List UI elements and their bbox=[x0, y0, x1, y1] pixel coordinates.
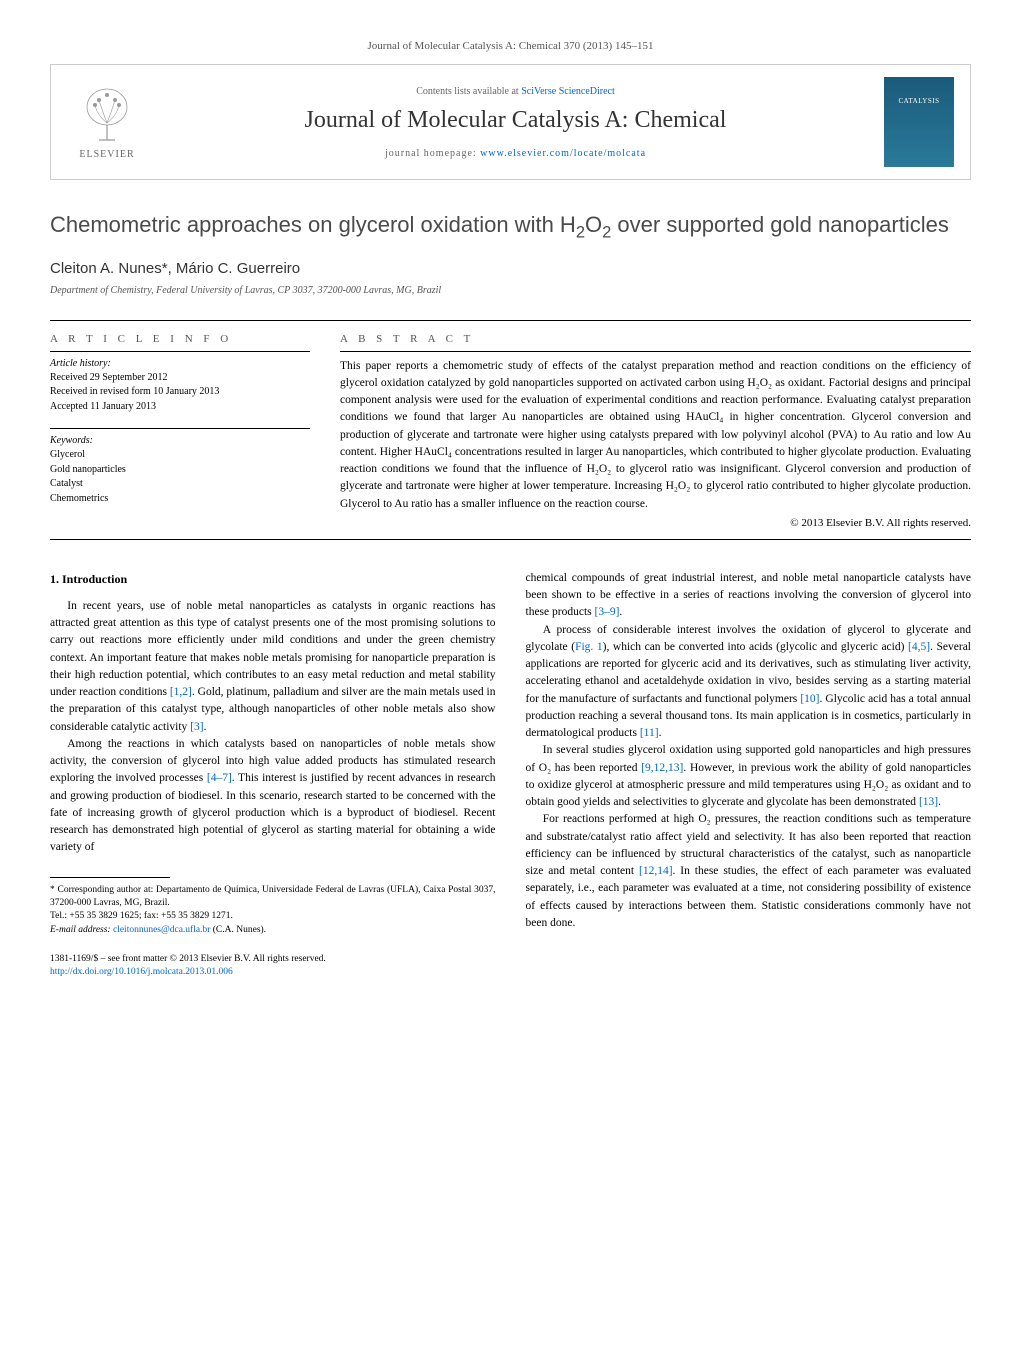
elsevier-label: ELSEVIER bbox=[79, 149, 134, 160]
cover-label: CATALYSIS bbox=[899, 97, 940, 105]
page: Journal of Molecular Catalysis A: Chemic… bbox=[0, 0, 1021, 1019]
info-abstract-row: A R T I C L E I N F O Article history: R… bbox=[50, 325, 971, 529]
divider-top bbox=[50, 320, 971, 321]
doi-link[interactable]: http://dx.doi.org/10.1016/j.molcata.2013… bbox=[50, 967, 233, 977]
header-center: Contents lists available at SciVerse Sci… bbox=[163, 86, 868, 159]
homepage-prefix: journal homepage: bbox=[385, 148, 480, 159]
keyword-1: Glycerol bbox=[50, 448, 310, 463]
cite-1-2[interactable]: [1,2] bbox=[170, 686, 192, 698]
history-revised: Received in revised form 10 January 2013 bbox=[50, 385, 310, 400]
author-sep: , bbox=[168, 260, 176, 277]
elsevier-tree-icon bbox=[77, 85, 137, 145]
cite-3[interactable]: [3] bbox=[190, 721, 203, 733]
cite-13[interactable]: [13] bbox=[919, 796, 938, 808]
article-history: Article history: Received 29 September 2… bbox=[50, 351, 310, 415]
title-post: over supported gold nanoparticles bbox=[611, 212, 949, 237]
abstract-label: A B S T R A C T bbox=[340, 325, 971, 351]
sciencedirect-link[interactable]: SciVerse ScienceDirect bbox=[521, 86, 615, 97]
footer-block: 1381-1169/$ – see front matter © 2013 El… bbox=[50, 953, 496, 980]
homepage-line: journal homepage: www.elsevier.com/locat… bbox=[163, 148, 868, 159]
author-2: Mário C. Guerreiro bbox=[176, 260, 300, 277]
journal-title: Journal of Molecular Catalysis A: Chemic… bbox=[163, 107, 868, 134]
p3b: . bbox=[619, 606, 622, 618]
contents-prefix: Contents lists available at bbox=[416, 86, 521, 97]
body-columns: 1. Introduction In recent years, use of … bbox=[50, 570, 971, 980]
cite-4-5[interactable]: [4,5] bbox=[908, 641, 930, 653]
corresponding-footnote: * Corresponding author at: Departamento … bbox=[50, 884, 496, 937]
history-accepted: Accepted 11 January 2013 bbox=[50, 400, 310, 415]
p1c: . bbox=[204, 721, 207, 733]
intro-para-6: For reactions performed at high O₂ press… bbox=[526, 811, 972, 932]
cite-9-12-13[interactable]: [9,12,13] bbox=[641, 762, 683, 774]
intro-para-5: In several studies glycerol oxidation us… bbox=[526, 742, 972, 811]
journal-cover-thumbnail: CATALYSIS bbox=[884, 77, 954, 167]
history-received: Received 29 September 2012 bbox=[50, 371, 310, 386]
intro-heading: 1. Introduction bbox=[50, 570, 496, 588]
author-1: Cleiton A. Nunes bbox=[50, 260, 162, 277]
p3a: chemical compounds of great industrial i… bbox=[526, 572, 972, 619]
authors: Cleiton A. Nunes*, Mário C. Guerreiro bbox=[50, 260, 971, 277]
footer-l1: 1381-1169/$ – see front matter © 2013 El… bbox=[50, 954, 326, 964]
email-label: E-mail address: bbox=[50, 925, 113, 935]
keyword-3: Catalyst bbox=[50, 477, 310, 492]
p2b: . This interest is justified by recent a… bbox=[50, 772, 496, 853]
cite-10[interactable]: [10] bbox=[800, 693, 819, 705]
fig-1-ref[interactable]: Fig. 1 bbox=[575, 641, 603, 653]
title-sub2: 2 bbox=[602, 223, 611, 241]
body-column-left: 1. Introduction In recent years, use of … bbox=[50, 570, 496, 980]
abstract-text: This paper reports a chemometric study o… bbox=[340, 351, 971, 513]
footnote-l2: Tel.: +55 35 3829 1625; fax: +55 35 3829… bbox=[50, 911, 233, 921]
email-suffix: (C.A. Nunes). bbox=[210, 925, 266, 935]
article-info-label: A R T I C L E I N F O bbox=[50, 325, 310, 351]
keyword-2: Gold nanoparticles bbox=[50, 463, 310, 478]
abstract-column: A B S T R A C T This paper reports a che… bbox=[340, 325, 971, 529]
cite-3-9[interactable]: [3–9] bbox=[594, 606, 619, 618]
elsevier-logo: ELSEVIER bbox=[67, 77, 147, 167]
article-info-column: A R T I C L E I N F O Article history: R… bbox=[50, 325, 310, 529]
intro-para-3: chemical compounds of great industrial i… bbox=[526, 570, 972, 622]
cite-11[interactable]: [11] bbox=[640, 727, 659, 739]
intro-para-1: In recent years, use of noble metal nano… bbox=[50, 598, 496, 736]
keywords-label: Keywords: bbox=[50, 435, 310, 446]
homepage-link[interactable]: www.elsevier.com/locate/molcata bbox=[480, 148, 646, 159]
copyright: © 2013 Elsevier B.V. All rights reserved… bbox=[340, 517, 971, 529]
intro-para-4: A process of considerable interest invol… bbox=[526, 622, 972, 743]
intro-para-2: Among the reactions in which catalysts b… bbox=[50, 736, 496, 857]
article-title: Chemometric approaches on glycerol oxida… bbox=[50, 210, 971, 244]
p4e: . bbox=[659, 727, 662, 739]
footnote-l1: Corresponding author at: Departamento de… bbox=[50, 885, 496, 908]
p5c: . bbox=[938, 796, 941, 808]
keywords-block: Keywords: Glycerol Gold nanoparticles Ca… bbox=[50, 428, 310, 506]
history-label: Article history: bbox=[50, 358, 310, 369]
email-link[interactable]: cleitonnunes@dca.ufla.br bbox=[113, 925, 210, 935]
contents-line: Contents lists available at SciVerse Sci… bbox=[163, 86, 868, 97]
title-mid: O bbox=[585, 212, 602, 237]
journal-header-box: ELSEVIER Contents lists available at Sci… bbox=[50, 64, 971, 180]
title-pre: Chemometric approaches on glycerol oxida… bbox=[50, 212, 576, 237]
p4b: ), which can be converted into acids (gl… bbox=[603, 641, 908, 653]
keyword-4: Chemometrics bbox=[50, 492, 310, 507]
affiliation: Department of Chemistry, Federal Univers… bbox=[50, 285, 971, 296]
divider-bottom bbox=[50, 539, 971, 540]
p1a: In recent years, use of noble metal nano… bbox=[50, 600, 496, 698]
cite-12-14[interactable]: [12,14] bbox=[639, 865, 673, 877]
cite-4-7[interactable]: [4–7] bbox=[207, 772, 232, 784]
body-column-right: chemical compounds of great industrial i… bbox=[526, 570, 972, 980]
title-sub1: 2 bbox=[576, 223, 585, 241]
footnote-separator bbox=[50, 877, 170, 878]
journal-reference: Journal of Molecular Catalysis A: Chemic… bbox=[50, 40, 971, 52]
